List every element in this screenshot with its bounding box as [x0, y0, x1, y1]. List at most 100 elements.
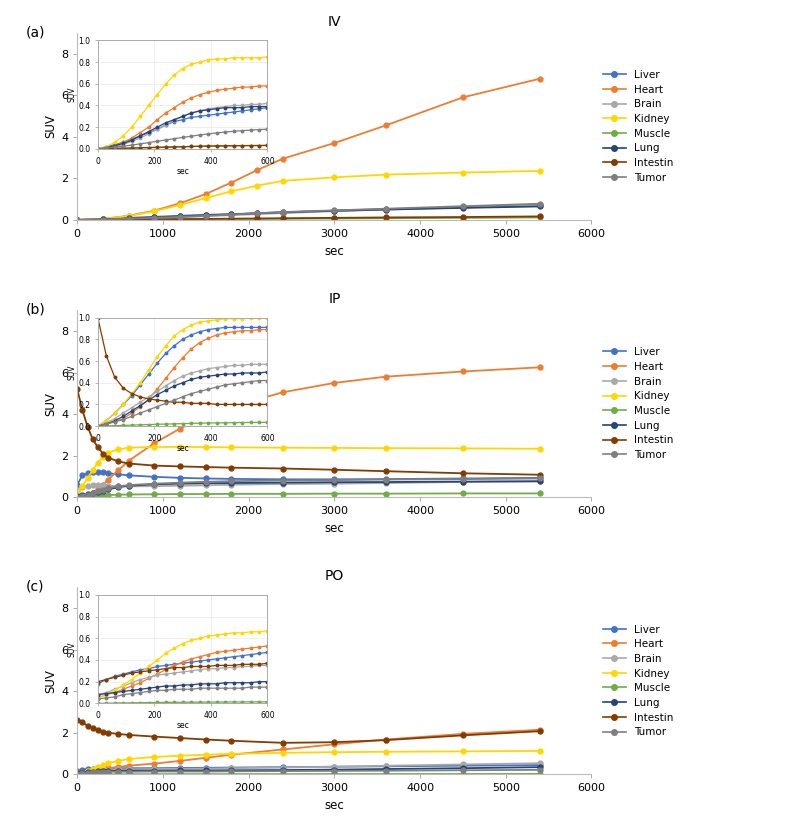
- Brain: [175, 213, 184, 222]
- Kidney: [457, 168, 467, 178]
- Intestin: [175, 461, 184, 471]
- Heart: [93, 765, 103, 775]
- Line: Brain: Brain: [75, 761, 542, 775]
- Kidney: [113, 444, 123, 454]
- Muscle: [103, 769, 113, 779]
- Lung: [113, 766, 123, 776]
- Lung: [535, 762, 545, 772]
- Intestin: [329, 737, 338, 747]
- Intestin: [72, 215, 82, 225]
- Muscle: [226, 769, 236, 779]
- Intestin: [277, 213, 287, 223]
- Line: Brain: Brain: [75, 479, 542, 492]
- Heart: [78, 767, 87, 777]
- Lung: [98, 214, 107, 224]
- Kidney: [149, 752, 159, 762]
- Intestin: [103, 452, 113, 462]
- Kidney: [93, 762, 103, 772]
- Heart: [200, 411, 210, 421]
- Tumor: [98, 485, 107, 495]
- Brain: [103, 765, 113, 775]
- Brain: [380, 478, 390, 488]
- Tumor: [149, 479, 159, 489]
- Muscle: [457, 489, 467, 499]
- Lung: [103, 485, 113, 495]
- Lung: [200, 478, 210, 488]
- Tumor: [329, 476, 338, 485]
- Tumor: [457, 474, 467, 484]
- Tumor: [124, 480, 133, 490]
- Intestin: [113, 729, 123, 739]
- Lung: [149, 480, 159, 490]
- Muscle: [98, 769, 107, 779]
- Muscle: [535, 213, 545, 222]
- Tumor: [98, 767, 107, 777]
- Line: Kidney: Kidney: [75, 169, 542, 222]
- Heart: [277, 387, 287, 397]
- Heart: [72, 768, 82, 778]
- Kidney: [380, 443, 390, 453]
- Intestin: [380, 466, 390, 476]
- Liver: [329, 206, 338, 216]
- Muscle: [83, 491, 92, 501]
- Lung: [149, 766, 159, 776]
- Liver: [329, 475, 338, 485]
- Brain: [83, 480, 92, 490]
- Brain: [149, 481, 159, 491]
- Heart: [98, 214, 107, 224]
- Muscle: [457, 213, 467, 222]
- Lung: [226, 209, 236, 219]
- Muscle: [200, 214, 210, 224]
- Tumor: [457, 201, 467, 211]
- Liver: [277, 475, 287, 485]
- Kidney: [277, 176, 287, 186]
- Kidney: [380, 747, 390, 757]
- Lung: [124, 766, 133, 776]
- Heart: [175, 423, 184, 433]
- Liver: [149, 472, 159, 482]
- Brain: [103, 480, 113, 490]
- Tumor: [98, 214, 107, 224]
- Liver: [149, 763, 159, 773]
- Tumor: [329, 205, 338, 215]
- Intestin: [277, 738, 287, 748]
- Heart: [380, 371, 390, 381]
- Heart: [72, 215, 82, 225]
- Tumor: [72, 215, 82, 225]
- Muscle: [226, 489, 236, 499]
- Lung: [93, 767, 103, 777]
- Line: Muscle: Muscle: [75, 491, 542, 500]
- Kidney: [113, 756, 123, 766]
- Heart: [78, 491, 87, 501]
- Muscle: [329, 489, 338, 499]
- Line: Lung: Lung: [75, 765, 542, 775]
- Line: Intestin: Intestin: [75, 214, 542, 222]
- Intestin: [124, 730, 133, 740]
- Kidney: [226, 186, 236, 196]
- Kidney: [277, 442, 287, 452]
- Tumor: [277, 766, 287, 776]
- Brain: [72, 485, 82, 495]
- Tumor: [72, 492, 82, 502]
- Intestin: [93, 725, 103, 735]
- Muscle: [113, 769, 123, 779]
- Intestin: [535, 212, 545, 222]
- Lung: [277, 765, 287, 775]
- Liver: [380, 474, 390, 484]
- Line: Muscle: Muscle: [75, 215, 542, 222]
- Lung: [175, 212, 184, 222]
- Kidney: [103, 447, 113, 457]
- Intestin: [124, 214, 133, 224]
- Muscle: [380, 769, 390, 779]
- Muscle: [72, 769, 82, 779]
- Muscle: [175, 769, 184, 779]
- Lung: [93, 487, 103, 497]
- Liver: [98, 214, 107, 224]
- Kidney: [175, 751, 184, 761]
- Kidney: [78, 767, 87, 777]
- Intestin: [226, 213, 236, 223]
- Tumor: [124, 767, 133, 777]
- Brain: [149, 764, 159, 774]
- Brain: [98, 214, 107, 224]
- Tumor: [226, 209, 236, 219]
